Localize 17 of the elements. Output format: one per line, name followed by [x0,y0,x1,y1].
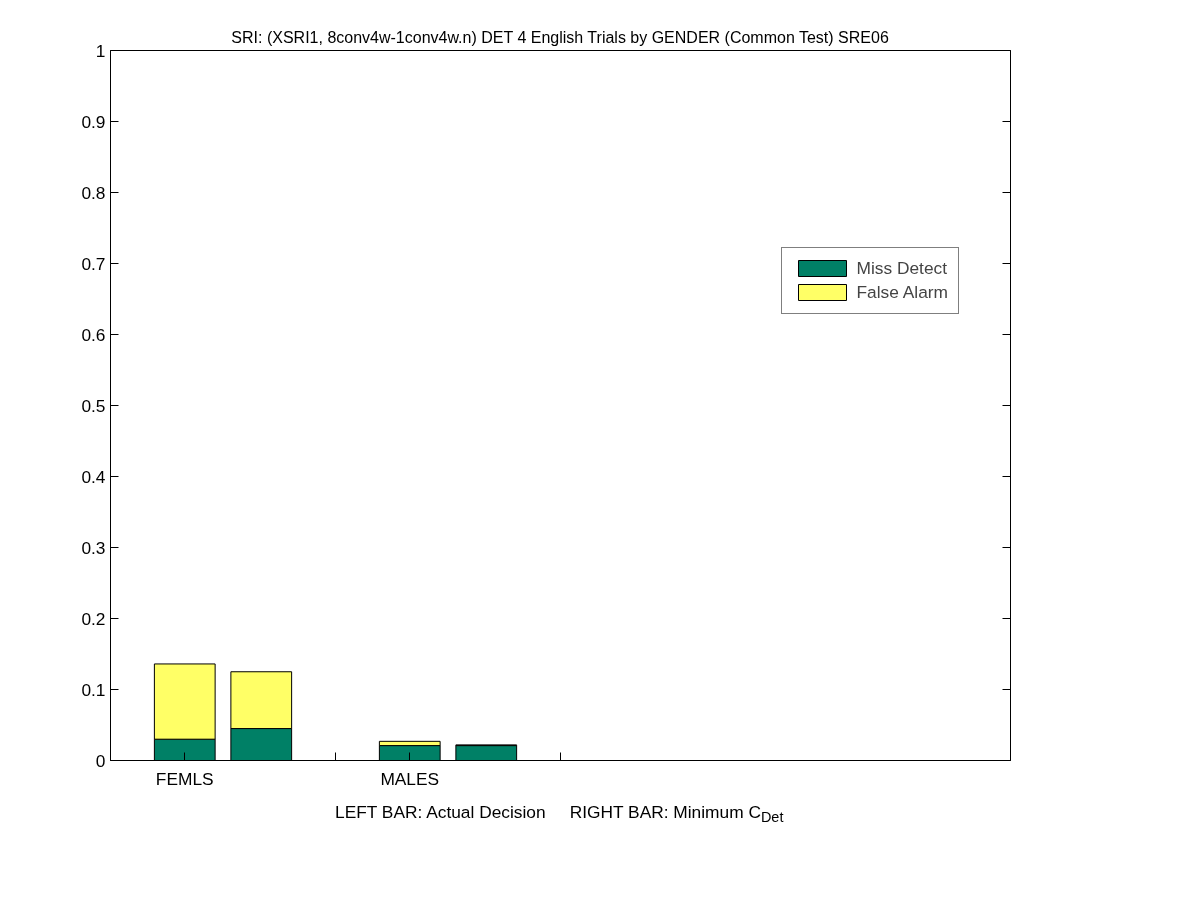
y-tick-label: 0.9 [81,111,106,132]
chart-title: SRI: (XSRI1, 8conv4w-1conv4w.n) DET 4 English Trials by GENDER (Common Test) SRE06 [231,28,889,46]
y-tick-label: 0.1 [81,679,106,700]
y-tick-label: 1 [95,40,106,61]
y-tick-label: 0.3 [81,537,106,558]
x-axis-title: LEFT BAR: Actual Decision RIGHT BAR: Minimum C$_{Det}$ [335,801,784,828]
y-tick-label: 0 [95,750,106,771]
y-tick-label: 0.8 [81,182,106,203]
y-tick-label: 0.4 [81,466,106,487]
x-tick-label: FEMLS [155,768,214,789]
y-tick-label: 0.2 [81,608,106,629]
y-tick-label: 0.7 [81,253,106,274]
legend-label: False Alarm [856,281,948,303]
legend-label: Miss Detect [856,257,948,279]
x-tick-label: MALES [380,768,440,789]
y-tick-label: 0.6 [81,324,106,345]
y-tick-label: 0.5 [81,395,106,416]
